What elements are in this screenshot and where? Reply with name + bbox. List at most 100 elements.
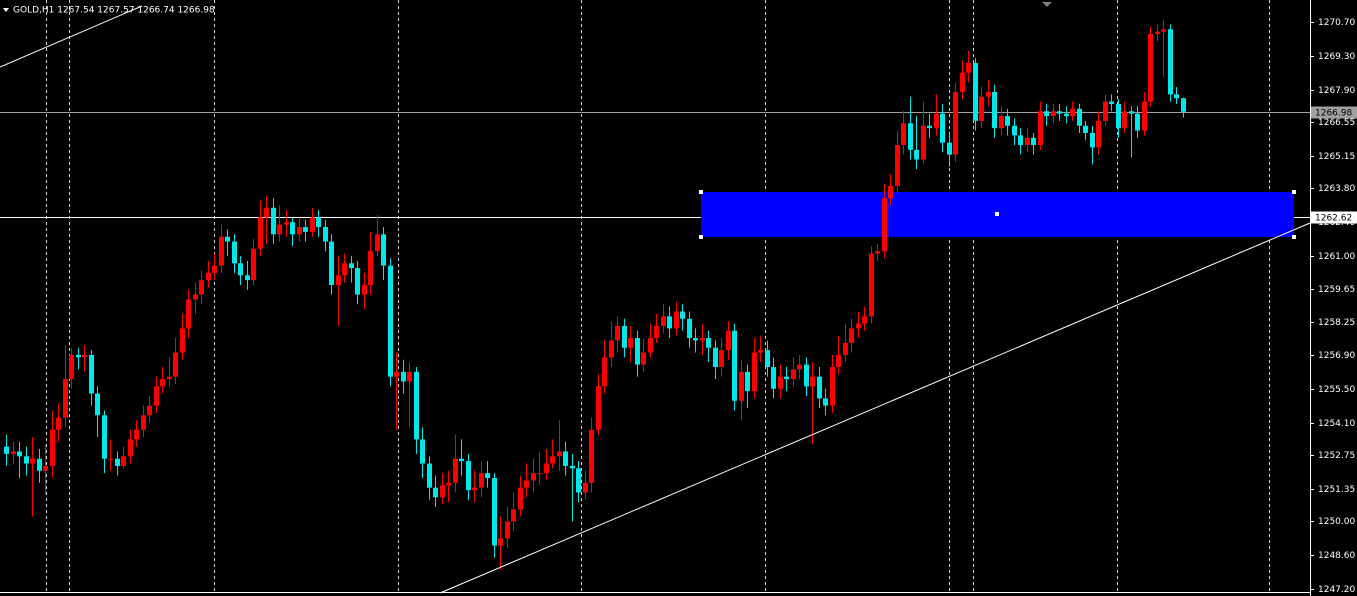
handle[interactable] [995, 212, 999, 216]
candle-body [1161, 29, 1166, 32]
candle-body [999, 116, 1004, 129]
y-tick-label: 1250.00 [1318, 517, 1355, 527]
candle-body [901, 123, 906, 146]
candle-body [219, 236, 224, 266]
handle[interactable] [1292, 190, 1296, 194]
candle-body [1025, 137, 1030, 146]
candle-body [186, 299, 191, 329]
candle-body [713, 347, 718, 368]
candle-body [791, 369, 796, 380]
candle-body [622, 325, 627, 348]
candle-body [121, 456, 126, 466]
candle-body [940, 113, 945, 143]
candle-body [258, 217, 263, 249]
y-tick-label: 1258.25 [1318, 318, 1355, 328]
y-tick-label: 1255.50 [1318, 385, 1355, 395]
candle-body [817, 376, 822, 399]
candle-body [1005, 116, 1010, 126]
candle-body [115, 458, 120, 466]
candle-body [895, 145, 900, 187]
candle-body [225, 236, 230, 242]
handle[interactable] [1292, 235, 1296, 239]
candle-body [277, 224, 282, 235]
candle-body [1031, 137, 1036, 146]
title-arrow [3, 8, 9, 12]
y-tick-label: 1259.65 [1318, 285, 1355, 295]
candle-body [167, 376, 172, 380]
candle-body [63, 379, 68, 418]
y-axis: 1270.70 1269.30 1267.90 1266.55 1265.15 1263.… [1310, 18, 1355, 595]
y-tick-label: 1263.80 [1318, 184, 1355, 194]
y-tick-label: 1267.90 [1318, 86, 1355, 96]
trendline[interactable] [0, 5, 143, 68]
candle-body [336, 275, 341, 285]
candle-body [583, 482, 588, 493]
candle-body [966, 62, 971, 73]
candle-body [1012, 125, 1017, 136]
candle-body [141, 415, 146, 430]
candle-body [661, 316, 666, 326]
candle-body [784, 376, 789, 380]
handle[interactable] [699, 235, 703, 239]
candle-body [719, 350, 724, 368]
candle-body [953, 91, 958, 155]
y-tick-label: 1254.10 [1318, 419, 1355, 429]
candle-body [869, 253, 874, 317]
candle-body [947, 142, 952, 155]
candle-body [1064, 113, 1069, 117]
candle-body [1077, 108, 1082, 126]
trendline[interactable] [439, 222, 1311, 594]
handle[interactable] [699, 190, 703, 194]
candle-body [427, 463, 432, 488]
candle-body [576, 468, 581, 493]
candle-body [95, 393, 100, 416]
candle-body [875, 251, 880, 254]
candle-body [271, 207, 276, 235]
candle-body [1168, 29, 1173, 95]
price-tag-box [1311, 106, 1357, 119]
y-tick-label: 1252.75 [1318, 451, 1355, 461]
candle-body [570, 465, 575, 469]
candle-body [635, 338, 640, 365]
candle-body [804, 364, 809, 387]
candle-body [316, 217, 321, 228]
candle-body [401, 371, 406, 382]
candle-body [700, 338, 705, 341]
candle-body [563, 451, 568, 466]
candle-body [154, 386, 159, 406]
candle-body [297, 227, 302, 235]
candle-body [173, 352, 178, 377]
candle-body [329, 241, 334, 285]
candle-body [193, 294, 198, 300]
candle-body [245, 275, 250, 281]
candle-body [1129, 111, 1134, 114]
candle-body [232, 241, 237, 264]
candle-body [199, 280, 204, 295]
candle-body [771, 367, 776, 389]
candle-body [238, 263, 243, 276]
candle-body [355, 268, 360, 295]
candle-body [251, 248, 256, 281]
y-tick-label: 1256.90 [1318, 351, 1355, 361]
candle-body [843, 342, 848, 355]
candle-body [303, 227, 308, 232]
candle-body [388, 265, 393, 377]
candle-body [602, 357, 607, 387]
chart-title: GOLD,H1 1267.54 1267.57 1266.74 1266.98 [13, 6, 215, 16]
candle-body [537, 473, 542, 475]
candle-body [862, 316, 867, 324]
candle-body [992, 91, 997, 129]
candle-body [765, 350, 770, 368]
candle-body [440, 485, 445, 498]
y-tick-label: 1265.15 [1318, 152, 1355, 162]
candle-body [37, 458, 42, 471]
candle-body [1135, 113, 1140, 131]
candle-body [102, 415, 107, 459]
price-tags: 1266.98 1262.62 [1311, 106, 1357, 224]
candle-body [17, 451, 22, 457]
y-tick-label: 1261.00 [1318, 252, 1355, 262]
shift-marker [1042, 2, 1052, 7]
candle-body [414, 371, 419, 440]
candle-body [1181, 98, 1186, 112]
